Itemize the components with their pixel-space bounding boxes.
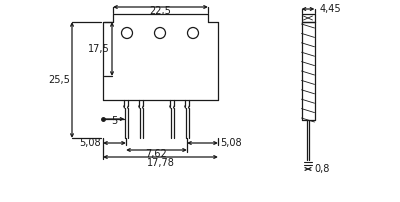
Text: 4,45: 4,45 [320,4,341,14]
Text: 5,08: 5,08 [220,138,242,148]
Text: 7,62: 7,62 [146,149,167,159]
Text: 5,08: 5,08 [79,138,101,148]
Text: 17,5: 17,5 [88,44,110,54]
Text: 5: 5 [111,116,118,126]
Text: 25,5: 25,5 [48,75,70,85]
Text: 0,8: 0,8 [314,164,330,174]
Text: 17,78: 17,78 [146,158,174,168]
Text: 22,5: 22,5 [150,6,172,16]
